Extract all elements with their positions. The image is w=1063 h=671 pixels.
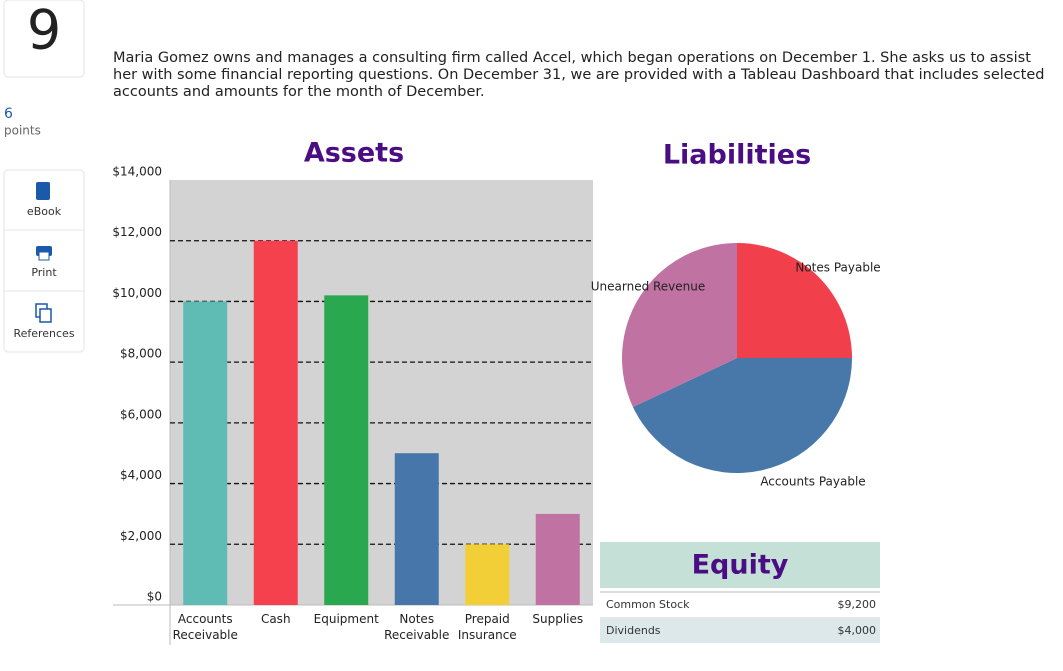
slice-label: Notes Payable bbox=[795, 261, 880, 275]
pie-slice bbox=[621, 243, 737, 407]
slice-label: Unearned Revenue bbox=[591, 280, 706, 294]
prompt: Maria Gomez owns and manages a consultin… bbox=[113, 50, 1045, 100]
plot-area bbox=[170, 180, 593, 605]
bar bbox=[324, 295, 369, 605]
y-tick-label: $0 bbox=[147, 590, 162, 604]
question-number: 9 bbox=[27, 0, 61, 62]
y-tick-label: $10,000 bbox=[112, 286, 162, 300]
pie-slice bbox=[632, 358, 852, 473]
x-tick-label: Accounts Receivable bbox=[173, 612, 238, 642]
tool-label[interactable]: References bbox=[13, 327, 74, 340]
equity-account: Common Stock bbox=[606, 598, 690, 611]
print-icon bbox=[38, 251, 50, 261]
y-tick-label: $2,000 bbox=[120, 529, 162, 543]
equity-amount: $4,000 bbox=[838, 624, 877, 637]
references-icon bbox=[39, 308, 52, 323]
y-tick-label: $8,000 bbox=[120, 347, 162, 361]
x-tick-label: Equipment bbox=[314, 612, 379, 626]
bar bbox=[465, 544, 510, 605]
tools-panel bbox=[3, 169, 85, 353]
y-tick-label: $14,000 bbox=[112, 165, 162, 179]
tool-label[interactable]: Print bbox=[31, 266, 57, 279]
y-tick-label: $12,000 bbox=[112, 225, 162, 239]
equity-title: Equity bbox=[692, 550, 789, 581]
equity-account: Dividends bbox=[606, 624, 661, 637]
ebook-icon[interactable] bbox=[36, 182, 50, 200]
y-tick-label: $6,000 bbox=[120, 407, 162, 421]
y-tick-label: $4,000 bbox=[120, 468, 162, 482]
bar bbox=[535, 513, 580, 605]
equity-header bbox=[600, 542, 880, 588]
chart-title: Liabilities bbox=[663, 140, 811, 171]
bar bbox=[394, 453, 439, 605]
equity-amount: $9,200 bbox=[838, 598, 877, 611]
x-tick-label: Prepaid Insurance bbox=[458, 612, 517, 642]
bar bbox=[183, 301, 228, 605]
points-label: points bbox=[4, 124, 41, 138]
bar bbox=[253, 240, 298, 605]
pie-slice bbox=[737, 243, 852, 358]
row-band bbox=[600, 619, 880, 643]
points-value: 6 bbox=[4, 106, 13, 122]
chart-title: Assets bbox=[304, 138, 404, 169]
tool-label[interactable]: eBook bbox=[27, 205, 62, 218]
x-tick-label: Supplies bbox=[532, 612, 583, 626]
x-tick-label: Cash bbox=[261, 612, 291, 626]
number-box bbox=[3, 0, 85, 78]
x-tick-label: Notes Receivable bbox=[384, 612, 449, 642]
slice-label: Accounts Payable bbox=[760, 475, 865, 489]
